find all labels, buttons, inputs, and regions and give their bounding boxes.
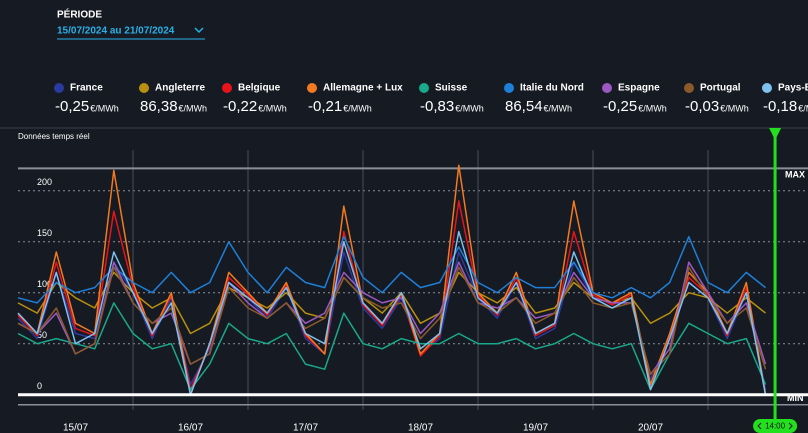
legend-unit: €/MWh [638, 103, 667, 113]
legend-unit: €/MWh [258, 103, 287, 113]
x-tick-label: 15/07 [63, 423, 88, 433]
legend-label: Angleterre [155, 83, 205, 94]
legend-unit: €/MWh [455, 103, 484, 113]
legend-dot [762, 83, 772, 93]
legend-price: -0,18 [763, 98, 797, 115]
x-tick-label: 20/07 [638, 423, 663, 433]
series-line [17, 235, 766, 304]
legend-dot [54, 83, 64, 93]
series-line [17, 271, 766, 335]
legend-dot [222, 83, 232, 93]
y-tick-label: 0 [37, 381, 42, 391]
y-tick-label: 150 [37, 228, 52, 238]
legend-label: Espagne [618, 83, 660, 94]
legend-label: Allemagne + Lux [323, 83, 403, 94]
legend-price: -0,03 [685, 98, 719, 115]
x-tick-label: 16/07 [178, 423, 203, 433]
legend-dot [419, 83, 429, 93]
y-tick-label: 100 [37, 279, 52, 289]
legend-label: Pays-Bas [778, 83, 808, 94]
x-tick-label: 19/07 [523, 423, 548, 433]
legend-dot [504, 83, 514, 93]
max-label: MAX [785, 170, 805, 180]
x-tick-label: 17/07 [293, 423, 318, 433]
legend-unit: €/MWh [720, 103, 749, 113]
legend-unit: €/MWh [544, 103, 573, 113]
legend-price: -0,25 [603, 98, 637, 115]
series-line [17, 302, 767, 391]
legend-label: France [70, 83, 103, 94]
legend-unit: €/MWh [798, 103, 808, 113]
legend-label: Portugal [700, 83, 741, 94]
legend-unit: €/MWh [179, 103, 208, 113]
legend-price: 86,38 [140, 98, 178, 115]
legend-label: Suisse [435, 83, 468, 94]
legend-unit: €/MWh [90, 103, 119, 113]
cursor-pill[interactable] [753, 419, 798, 433]
legend-price: -0,22 [223, 98, 257, 115]
legend-label: Belgique [238, 83, 281, 94]
period-chevron[interactable] [194, 27, 204, 34]
cursor-label: 14:00 [765, 422, 786, 431]
cursor-left [757, 422, 762, 430]
chart-subtitle: Données temps réel [18, 132, 90, 141]
legend-price: -0,21 [308, 98, 342, 115]
period-label: PÉRIODE [57, 8, 102, 21]
cursor-handle [769, 128, 782, 140]
legend-unit: €/MWh [343, 103, 372, 113]
legend-price: -0,83 [420, 98, 454, 115]
legend-price: 86,54 [505, 98, 543, 115]
period-value[interactable]: 15/07/2024 au 21/07/2024 [57, 26, 175, 37]
legend-dot [139, 83, 149, 93]
min-label: MIN [787, 393, 804, 403]
legend-dot [602, 83, 612, 93]
legend-label: Italie du Nord [520, 83, 584, 94]
legend-dot [684, 83, 694, 93]
legend-dot [307, 83, 317, 93]
legend-price: -0,25 [55, 98, 89, 115]
cursor-right [788, 422, 793, 430]
y-tick-label: 200 [37, 177, 52, 187]
y-tick-label: 50 [37, 330, 47, 340]
series-line [17, 230, 767, 396]
x-tick-label: 18/07 [408, 423, 433, 433]
